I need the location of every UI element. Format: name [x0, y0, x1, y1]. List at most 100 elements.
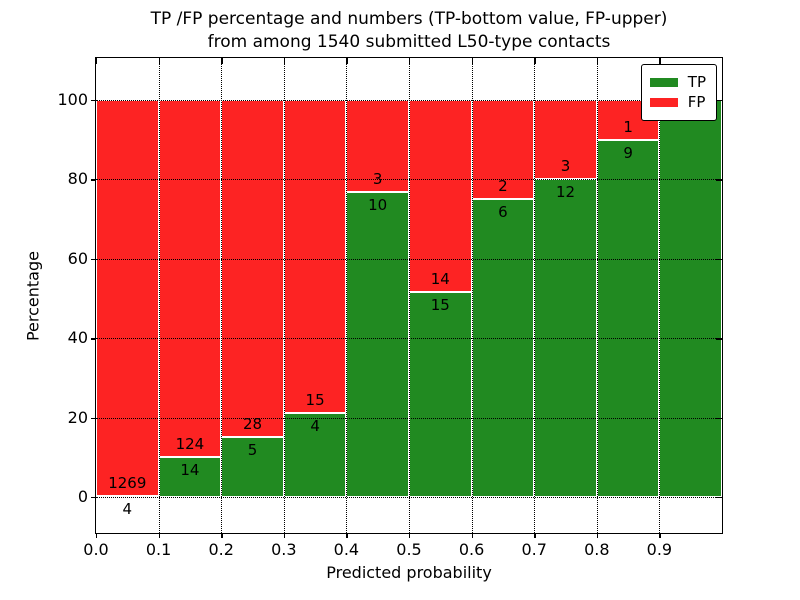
- x-gridline: [659, 58, 661, 533]
- x-gridline: [534, 58, 536, 533]
- y-tick-label: 20: [67, 407, 88, 427]
- chart-title-line2: from among 1540 submitted L50-type conta…: [207, 32, 611, 52]
- x-tick-label: 0.7: [521, 540, 547, 559]
- chart-title: TP /FP percentage and numbers (TP-bottom…: [9, 8, 800, 54]
- y-tick-right: [716, 179, 722, 181]
- x-tick-bottom: [471, 533, 473, 538]
- bar-count-label-fp: 14: [430, 269, 450, 288]
- bar-segment-tp: [596, 139, 660, 497]
- x-tick-bottom: [534, 533, 536, 538]
- legend-swatch-fp: [649, 98, 678, 107]
- legend-label-tp: TP: [687, 73, 706, 91]
- x-gridline: [471, 58, 473, 533]
- y-tick-label: 60: [67, 248, 88, 268]
- bar-count-label-fp: 124: [175, 434, 205, 453]
- bar-count-label-tp: 4: [310, 417, 320, 436]
- bar-segment-tp: [659, 100, 722, 497]
- y-tick-left: [91, 417, 96, 419]
- bar-count-label-fp: 3: [560, 157, 571, 176]
- bar-segment-tp: [346, 191, 409, 497]
- y-tick-label: 40: [67, 328, 88, 348]
- bar-segment-fp: [471, 100, 535, 200]
- bar-segment-tp: [221, 436, 284, 497]
- bar-segment-fp: [534, 100, 597, 180]
- bar-count-label-tp: 10: [368, 195, 388, 214]
- bar-segment-tp: [409, 291, 472, 497]
- x-tick-top: [534, 58, 536, 64]
- bar-segment-fp: [158, 100, 222, 457]
- x-tick-label: 0.1: [145, 540, 172, 559]
- x-tick-top: [596, 58, 599, 64]
- bar-count-label-tp: 4: [122, 499, 133, 518]
- y-tick-left: [91, 497, 96, 499]
- bar-count-label-tp: 6: [498, 203, 508, 222]
- bar-count-label-fp: 28: [242, 414, 263, 433]
- legend: TP FP: [640, 64, 717, 121]
- y-tick-left: [91, 258, 96, 261]
- x-gridline: [221, 58, 223, 533]
- bar-segment-tp: [471, 199, 535, 497]
- y-tick-left: [91, 338, 96, 340]
- x-tick-top: [158, 58, 160, 64]
- x-tick-bottom: [346, 533, 348, 538]
- x-tick-label: 0.5: [396, 540, 422, 559]
- legend-label-fp: FP: [687, 93, 706, 111]
- y-tick-label: 80: [67, 169, 88, 189]
- bar-count-label-tp: 9: [623, 143, 633, 162]
- x-tick-label: 0.0: [83, 540, 109, 559]
- bar-segment-fp: [283, 100, 347, 414]
- x-tick-top: [221, 58, 223, 64]
- y-tick-right: [716, 258, 722, 261]
- y-tick-right: [716, 338, 722, 340]
- y-tick-left: [91, 179, 96, 181]
- x-tick-label: 0.9: [646, 540, 673, 559]
- legend-item-fp: FP: [649, 93, 706, 111]
- x-tick-bottom: [659, 533, 661, 538]
- x-tick-top: [96, 58, 98, 64]
- x-tick-top: [283, 58, 286, 64]
- x-tick-top: [409, 58, 411, 64]
- bar-count-label-tp: 5: [247, 440, 258, 459]
- chart-title-line1: TP /FP percentage and numbers (TP-bottom…: [150, 9, 668, 29]
- bar-count-label-fp: 2: [498, 177, 508, 196]
- bar-count-label-fp: 15: [305, 391, 325, 410]
- x-gridline: [596, 58, 598, 533]
- bar-count-label-fp: 3: [372, 169, 383, 188]
- x-tick-bottom: [409, 533, 411, 538]
- x-tick-label: 0.6: [458, 540, 485, 559]
- x-tick-top: [471, 58, 473, 64]
- legend-item-tp: TP: [649, 73, 706, 91]
- bar-segment-fp: [409, 100, 472, 292]
- x-tick-top: [659, 58, 661, 64]
- y-tick-right: [716, 417, 722, 419]
- plot-area: 1269412414285154310141526312192 0.00.10.…: [24, 57, 723, 582]
- bar-segment-fp: [346, 100, 409, 192]
- bar-count-label-fp: 1269: [108, 473, 147, 492]
- x-tick-bottom: [283, 533, 286, 538]
- x-tick-label: 0.3: [271, 540, 297, 559]
- x-gridline: [409, 58, 410, 533]
- x-gridline: [283, 58, 285, 533]
- bar-segment-fp: [96, 100, 159, 496]
- y-tick-right: [716, 497, 722, 499]
- y-tick-right: [716, 100, 722, 102]
- x-tick-bottom: [96, 533, 98, 538]
- x-tick-label: 0.8: [584, 540, 610, 559]
- bar-segment-tp: [283, 413, 347, 497]
- x-tick-label: 0.2: [208, 540, 234, 559]
- x-tick-label: 0.4: [333, 540, 360, 559]
- legend-swatch-tp: [649, 78, 678, 87]
- x-gridline: [158, 58, 160, 533]
- x-gridline: [346, 58, 348, 533]
- y-tick-left: [91, 100, 96, 102]
- y-tick-label: 0: [77, 487, 88, 506]
- bar-count-label-tp: 15: [430, 295, 450, 314]
- x-axis-label: Predicted probability: [326, 563, 492, 582]
- bar-count-label-tp: 12: [555, 183, 576, 202]
- y-axis-label: Percentage: [23, 251, 43, 342]
- x-tick-bottom: [596, 533, 599, 538]
- x-tick-top: [346, 58, 348, 64]
- x-tick-bottom: [158, 533, 160, 538]
- bar-segment-fp: [221, 100, 284, 437]
